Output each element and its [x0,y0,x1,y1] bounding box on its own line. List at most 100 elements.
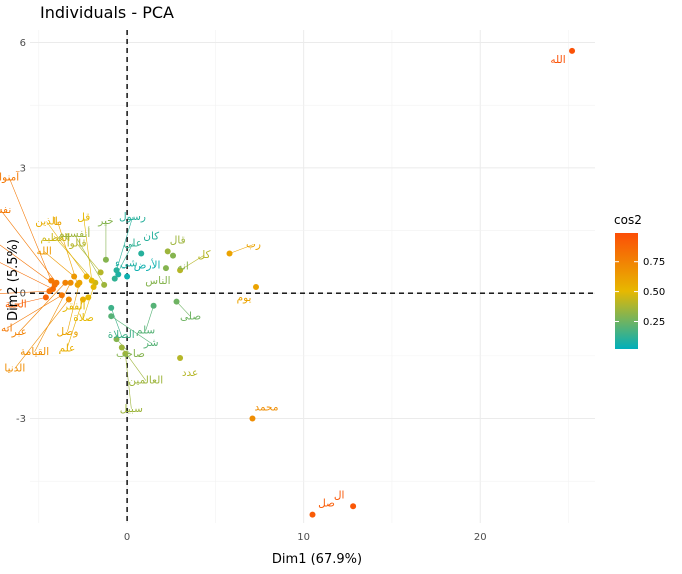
data-point [111,275,118,282]
data-point [108,304,115,311]
point-label: آمنوا [0,171,20,184]
point-label: كفروا [0,288,1,300]
data-point [350,503,357,510]
label-connector [14,299,70,369]
point-label: العالمين [128,375,163,387]
data-point [569,47,576,54]
data-point [164,248,171,255]
label-connector [19,282,66,332]
label-connector [0,262,54,290]
point-labels: الله الصل محمد رب يوم كل قال انه الناس صلى سلم عدد ك… [0,54,566,510]
point-label: قالوا [67,237,87,249]
point-label: سلم [136,325,155,337]
point-label: يوم [237,292,252,304]
point-label: علم [59,342,76,354]
label-connector [66,299,84,349]
cos2-legend: cos2 0.25 0.50 0.75 [614,213,665,349]
legend-colorbar [615,233,638,349]
point-label: الأرض [134,259,161,272]
x-axis-title: Dim1 (67.9%) [272,552,362,567]
point-label: ال [334,489,345,501]
data-point [62,279,69,286]
data-point [226,250,233,257]
point-label: انه [1,322,12,334]
point-label: صاحب [116,348,145,360]
point-label: صل [318,498,335,510]
data-point [71,273,78,280]
data-point [46,288,53,295]
data-point [113,267,120,274]
data-point [83,273,90,280]
data-point [102,256,109,263]
chart-title: Individuals - PCA [40,3,174,22]
label-connector [34,282,71,352]
point-label: عدد [182,367,198,379]
data-point [309,511,316,518]
label-connector [67,282,80,332]
label-connector [179,254,205,271]
label-connector [8,177,52,281]
y-tick-label: 6 [20,38,26,49]
data-point [58,292,65,299]
label-connector [110,307,122,335]
point-label: العظيم [40,232,70,244]
label-connector [116,217,133,271]
point-label: رب [246,239,261,251]
label-connector [6,295,62,329]
point-label: قال [170,234,186,246]
data-point [108,313,115,320]
label-connector [0,290,50,294]
point-label: وصل [56,326,78,338]
point-label: خير [97,215,113,227]
label-connector [0,209,57,283]
y-axis-title: Dim2 (5.5%) [6,239,21,321]
point-label: الصلاة [108,329,135,341]
point-label: الجنة [5,298,27,310]
point-label: صلاة [73,312,94,324]
data-point [170,252,177,259]
data-point [177,354,184,361]
data-point [118,344,125,351]
point-label: الناس [145,275,170,287]
data-point [67,279,74,286]
data-point [88,277,95,284]
label-connector [43,251,75,277]
legend-title: cos2 [614,213,642,227]
data-point [101,281,108,288]
data-point [150,302,157,309]
data-point [97,269,104,276]
point-label: انه [177,261,188,273]
point-label: عبر [11,326,27,338]
label-connector [83,217,93,281]
point-label: صلى [180,311,201,323]
data-point [253,283,259,290]
label-connector [145,305,154,331]
label-connector [15,297,46,305]
legend-ticks: 0.25 0.50 0.75 [615,257,665,328]
data-point [173,298,180,305]
data-point [122,350,129,357]
data-point [249,415,256,422]
label-connector [125,353,132,409]
data-point [79,296,86,303]
point-label: أنفسهم [58,226,90,240]
point-label: محمد [254,402,278,414]
point-label: القيامة [20,346,49,358]
axis-ticks: 0 10 20 -3 0 3 6 [16,38,487,543]
label-connector [176,301,191,317]
point-label: سبيل [120,403,143,415]
label-connector [83,286,94,319]
point-label: علي [124,238,143,250]
data-point [76,279,83,286]
y-tick-label: 0 [20,289,26,300]
data-point [124,273,131,280]
point-label: كان [143,231,159,243]
point-label: الذين [35,216,58,228]
label-connector [0,244,55,286]
data-point [90,283,97,290]
data-point [48,277,55,284]
point-label: رسول [119,211,146,223]
y-tick-label: 3 [20,163,26,174]
data-point [65,296,72,303]
